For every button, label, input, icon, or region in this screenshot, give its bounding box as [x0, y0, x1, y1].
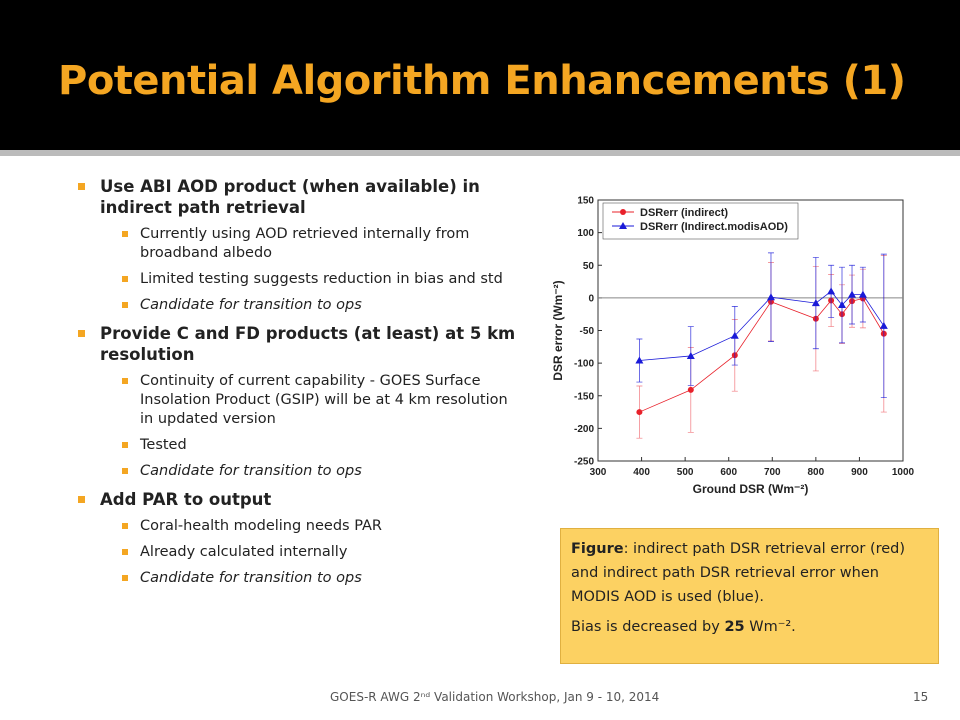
sub-bullet: Candidate for transition to ops: [122, 296, 523, 315]
y-tick-label: -100: [574, 359, 594, 370]
x-tick-label: 500: [677, 467, 694, 478]
header-bar: [0, 0, 960, 150]
sub-list: Continuity of current capability - GOES …: [122, 372, 523, 481]
caption-text: Bias is decreased by: [571, 619, 725, 635]
sub-bullet: Limited testing suggests reduction in bi…: [122, 270, 523, 289]
series-line: [639, 290, 885, 361]
x-tick-label: 1000: [892, 467, 915, 478]
y-tick-label: -50: [580, 326, 595, 337]
sub-list: Currently using AOD retrieved internally…: [122, 225, 523, 315]
bullet: Use ABI AOD product (when available) in …: [78, 176, 523, 315]
caption-label: Figure: [571, 541, 624, 557]
series-line: [639, 298, 885, 413]
sub-list: Coral-health modeling needs PAR Already c…: [122, 517, 523, 588]
y-tick-label: 150: [577, 196, 594, 207]
legend-marker: [619, 222, 627, 229]
figure-caption: Figure: indirect path DSR retrieval erro…: [560, 528, 939, 664]
y-axis-label: DSR error (Wm⁻²): [551, 280, 565, 380]
bullet: Provide C and FD products (at least) at …: [78, 323, 523, 481]
sub-bullet: Candidate for transition to ops: [122, 569, 523, 588]
data-point: [827, 287, 836, 295]
y-tick-label: -150: [574, 391, 594, 402]
x-tick-label: 700: [764, 467, 781, 478]
sub-bullet: Tested: [122, 436, 523, 455]
bullet: Add PAR to output Coral-health modeling n…: [78, 489, 523, 588]
legend-label: DSRerr (Indirect.modisAOD): [640, 221, 788, 233]
x-tick-label: 800: [808, 467, 825, 478]
data-point: [879, 321, 888, 329]
footer: GOES-R AWG 2ⁿᵈ Validation Workshop, Jan …: [330, 690, 660, 704]
x-axis-label: Ground DSR (Wm⁻²): [693, 482, 809, 496]
sub-bullet: Already calculated internally: [122, 543, 523, 562]
header-rule: [0, 150, 960, 156]
bullet-text: Provide C and FD products (at least) at …: [100, 324, 516, 364]
bullet-list: Use ABI AOD product (when available) in …: [78, 176, 523, 596]
y-tick-label: -200: [574, 424, 594, 435]
data-point: [636, 409, 643, 416]
page-number: 15: [913, 690, 929, 704]
data-point: [858, 290, 867, 298]
sub-bullet: Continuity of current capability - GOES …: [122, 372, 523, 429]
bullet-text: Use ABI AOD product (when available) in …: [100, 177, 480, 217]
caption-number: 25: [724, 619, 745, 635]
data-point: [635, 356, 644, 364]
legend-label: DSRerr (indirect): [640, 207, 728, 219]
x-tick-label: 300: [590, 467, 607, 478]
sub-bullet: Candidate for transition to ops: [122, 462, 523, 481]
y-tick-label: 0: [588, 293, 594, 304]
chart: 300 400 500 600 700 800 900 1000-250-200-150-10…: [551, 196, 915, 497]
slide-title: Potential Algorithm Enhancements (1): [58, 58, 906, 104]
data-point: [686, 351, 695, 359]
data-point: [730, 331, 739, 339]
x-tick-label: 900: [851, 467, 868, 478]
x-tick-label: 400: [633, 467, 650, 478]
y-tick-label: 100: [577, 228, 594, 239]
caption-text: Wm⁻².: [744, 619, 796, 635]
y-tick-label: -250: [574, 457, 594, 468]
x-tick-label: 600: [720, 467, 737, 478]
caption-text: : indirect path DSR retrieval error (red…: [571, 541, 906, 605]
sub-bullet: Currently using AOD retrieved internally…: [122, 225, 523, 263]
sub-bullet: Coral-health modeling needs PAR: [122, 517, 523, 536]
data-point: [687, 386, 694, 393]
y-tick-label: 50: [583, 261, 595, 272]
legend-marker: [620, 209, 626, 215]
bullet-text: Add PAR to output: [100, 490, 272, 509]
data-point: [811, 299, 820, 307]
data-point: [848, 290, 857, 298]
data-point: [838, 301, 846, 309]
legend-box: [602, 202, 799, 240]
data-point: [766, 293, 775, 301]
